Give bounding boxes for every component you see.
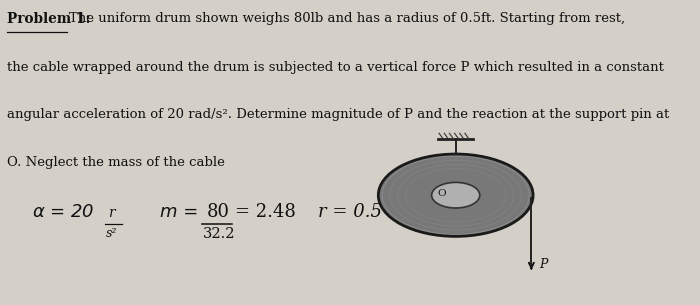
Text: O: O (438, 189, 446, 198)
Text: The uniform drum shown weighs 80lb and has a radius of 0.5ft. Starting from rest: The uniform drum shown weighs 80lb and h… (69, 12, 625, 25)
Text: P: P (539, 258, 547, 271)
Text: 80: 80 (206, 203, 230, 221)
Circle shape (432, 182, 480, 208)
Text: the cable wrapped around the drum is subjected to a vertical force P which resul: the cable wrapped around the drum is sub… (8, 61, 664, 74)
Text: Problem 1:: Problem 1: (8, 12, 91, 26)
Circle shape (378, 154, 533, 236)
Text: r: r (108, 206, 114, 220)
Text: = 2.48: = 2.48 (235, 203, 296, 221)
Text: $\alpha$ = 20: $\alpha$ = 20 (32, 203, 94, 221)
Text: angular acceleration of 20 rad/s². Determine magnitude of P and the reaction at : angular acceleration of 20 rad/s². Deter… (8, 108, 670, 121)
Text: O. Neglect the mass of the cable: O. Neglect the mass of the cable (8, 156, 225, 169)
Text: r = 0.5: r = 0.5 (318, 203, 382, 221)
Text: s²: s² (106, 227, 117, 240)
Text: m =: m = (160, 203, 199, 221)
Text: 32.2: 32.2 (203, 227, 235, 241)
